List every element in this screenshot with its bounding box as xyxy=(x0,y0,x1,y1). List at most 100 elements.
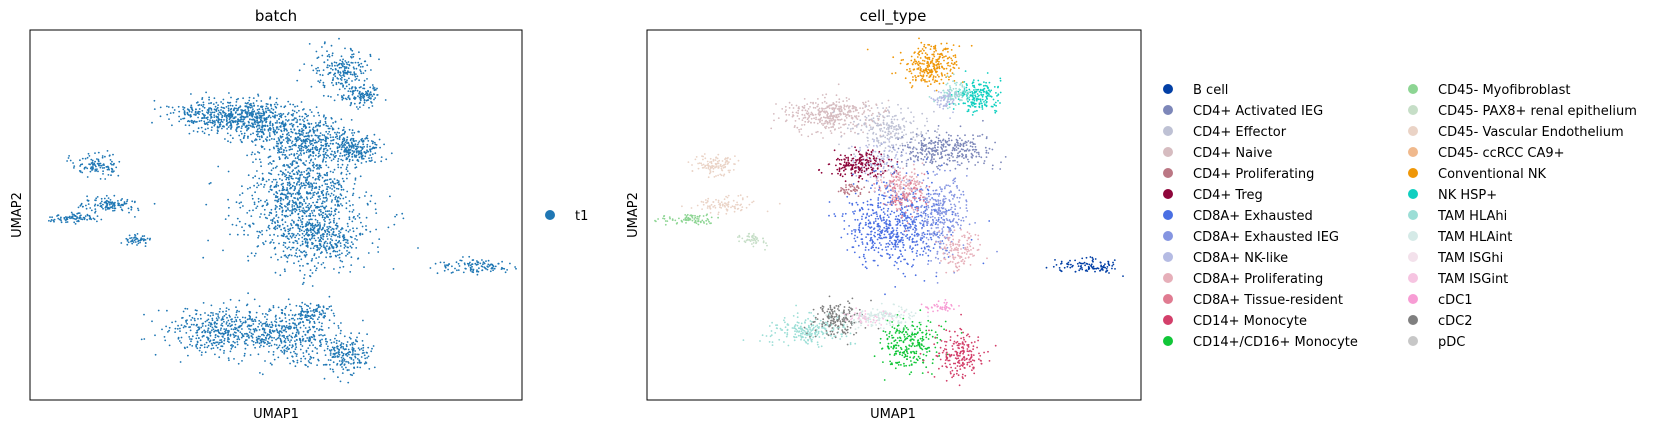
point xyxy=(314,158,317,160)
point xyxy=(322,244,325,247)
point xyxy=(307,148,310,151)
point xyxy=(295,240,298,243)
point xyxy=(278,208,281,210)
point xyxy=(369,86,372,89)
point xyxy=(289,123,291,126)
point xyxy=(354,218,357,220)
point xyxy=(304,127,307,130)
point xyxy=(325,136,328,139)
point xyxy=(356,353,358,356)
point xyxy=(330,207,333,210)
point xyxy=(353,151,355,154)
point xyxy=(244,223,247,225)
point xyxy=(237,118,239,121)
point xyxy=(317,136,320,139)
point xyxy=(354,355,356,358)
point xyxy=(343,126,345,129)
point xyxy=(305,253,308,256)
point xyxy=(335,243,338,246)
point xyxy=(434,262,437,265)
point xyxy=(364,60,367,63)
point xyxy=(241,120,243,123)
point xyxy=(918,37,920,40)
point xyxy=(227,109,230,112)
point xyxy=(970,103,973,106)
point xyxy=(329,214,332,217)
point xyxy=(941,74,944,77)
point xyxy=(217,343,220,345)
point xyxy=(348,77,350,80)
point xyxy=(290,128,292,131)
point xyxy=(271,220,274,223)
point xyxy=(348,83,350,86)
point xyxy=(332,122,334,124)
point xyxy=(128,211,130,214)
point xyxy=(330,201,333,203)
point xyxy=(269,326,272,329)
point xyxy=(259,335,261,338)
point xyxy=(220,339,223,341)
point xyxy=(318,69,321,72)
point xyxy=(274,111,277,114)
point xyxy=(345,366,347,369)
point xyxy=(278,121,281,124)
point xyxy=(293,262,295,265)
point xyxy=(301,209,303,212)
point xyxy=(310,362,312,365)
legend-label-t1: t1 xyxy=(575,209,588,224)
point xyxy=(326,186,329,188)
point xyxy=(189,338,191,340)
point xyxy=(940,78,943,81)
point xyxy=(356,366,359,369)
point xyxy=(296,204,299,207)
point xyxy=(206,118,209,121)
point xyxy=(313,226,316,229)
point xyxy=(251,197,254,200)
point xyxy=(333,314,336,317)
point xyxy=(341,366,343,368)
point xyxy=(214,334,217,337)
point xyxy=(300,171,303,174)
point xyxy=(235,104,238,107)
point xyxy=(203,116,206,118)
point xyxy=(121,203,124,206)
point xyxy=(319,175,322,177)
point xyxy=(127,207,130,210)
point xyxy=(212,347,215,349)
point xyxy=(948,56,951,59)
point xyxy=(291,148,293,151)
point xyxy=(358,213,361,215)
point xyxy=(988,95,990,97)
point xyxy=(280,183,283,186)
point xyxy=(331,180,334,183)
point xyxy=(210,311,213,314)
point xyxy=(293,144,296,147)
point xyxy=(226,132,229,135)
point xyxy=(274,325,277,328)
point xyxy=(294,334,297,337)
point xyxy=(216,346,219,349)
point xyxy=(336,181,339,184)
point xyxy=(316,352,319,355)
point xyxy=(207,339,210,341)
point xyxy=(917,47,920,50)
point xyxy=(342,84,344,87)
point xyxy=(248,112,251,114)
point xyxy=(293,181,295,184)
point xyxy=(192,120,195,123)
point xyxy=(263,114,266,116)
point xyxy=(927,85,929,87)
point xyxy=(215,101,218,104)
point xyxy=(973,89,975,91)
point xyxy=(331,199,333,202)
point xyxy=(954,54,957,57)
point xyxy=(301,317,303,320)
point xyxy=(296,173,299,176)
point xyxy=(362,92,364,95)
point xyxy=(318,214,321,217)
point xyxy=(217,315,220,317)
point xyxy=(254,191,256,194)
point xyxy=(277,142,280,145)
point xyxy=(360,146,363,149)
point xyxy=(451,265,453,268)
